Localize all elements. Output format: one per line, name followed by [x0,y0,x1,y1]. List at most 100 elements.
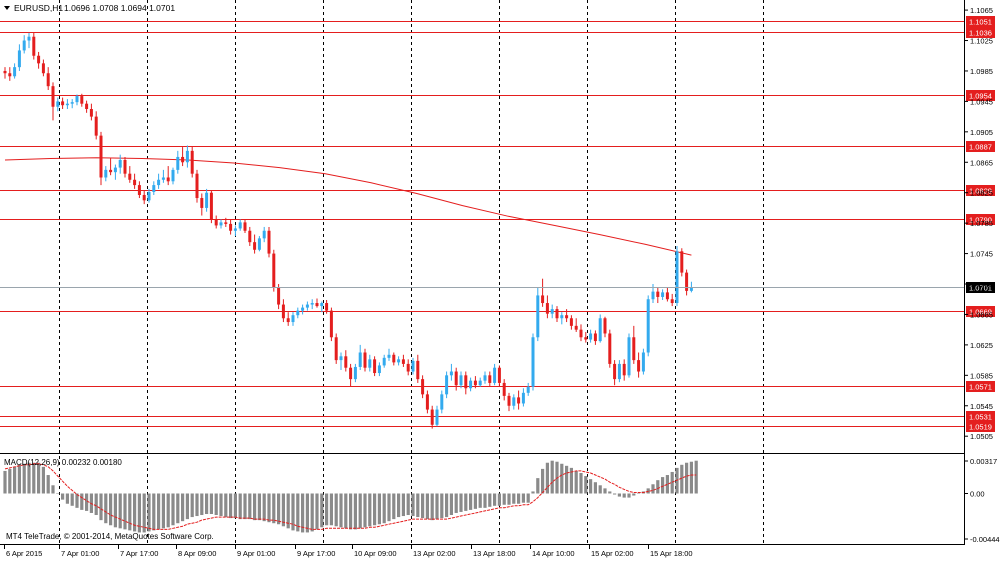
candle [517,390,521,410]
candle [229,219,233,235]
candle [325,299,329,314]
candle [421,375,425,399]
macd-bar [310,493,314,532]
candle [670,293,674,307]
macd-bar [229,493,233,519]
candle [224,217,228,227]
macd-bar [99,493,103,521]
candle [137,181,141,199]
current-price: 1.0701 [0,282,995,293]
candle [344,350,348,372]
candle [291,312,295,326]
macd-bar [464,493,468,511]
candle [3,67,7,79]
candle [613,360,617,386]
price-axis: 1.1065 1.1025 1.0985 1.0945 1.0905 1.0865 1.08… [964,6,993,441]
candle [8,67,12,81]
macd-bar [320,493,324,528]
macd-bar [608,491,612,494]
time-tick-label: 10 Apr 09:00 [354,549,397,558]
macd-bar [579,472,583,494]
level-price-label: 1.0954 [966,90,995,101]
svg-text:1.0669: 1.0669 [969,308,992,317]
macd-bar [41,466,45,494]
candle [478,377,482,387]
candle [392,352,396,366]
candle [416,354,420,383]
macd-bar [85,493,89,511]
candle [507,392,511,412]
macd-bar [459,493,463,512]
ma-line [4,157,692,256]
macd-bar [680,464,684,494]
macd-bar [430,493,434,521]
time-tick-label: 8 Apr 09:00 [178,549,216,558]
candle [493,363,497,386]
candle [190,146,194,178]
macd-bar [22,463,26,494]
horizontal-levels[interactable]: 1.1051 1.1036 1.0954 1.0887 1.0829 1.0790 1.06… [0,16,995,432]
candle [296,307,300,319]
time-tick-label: 9 Apr 01:00 [237,549,275,558]
time-axis: 6 Apr 2015 7 Apr 01:00 7 Apr 17:00 8 Apr 09… [4,545,693,558]
macd-bar [349,493,353,530]
candle [584,331,588,343]
macd-pane: 0.00317 0.00 -0.00444 [3,457,1000,544]
candle [257,236,261,252]
candle [608,329,612,368]
macd-bar [104,493,108,524]
macd-bar [521,493,525,503]
candle [531,333,535,391]
candle [281,299,285,323]
candle [152,181,156,195]
level-price-label: 1.0571 [966,381,995,392]
candle [27,32,31,49]
macd-bar [113,493,117,528]
macd-bar [51,485,55,494]
macd-bar [109,493,113,526]
macd-bar [637,493,641,494]
candle [46,67,50,90]
candle [603,316,607,338]
candle [363,348,367,372]
macd-bar [517,493,521,504]
macd-bar [531,491,535,494]
candle [22,35,26,54]
candle [17,44,21,71]
price-tick-label: 1.0905 [970,128,993,137]
symbol-label: EURUSD,H1 [14,3,63,13]
macd-bar [545,462,549,494]
macd-bar [13,466,17,494]
macd-bar [176,493,180,524]
chart-header[interactable]: EURUSD,H1 1.0696 1.0708 1.0694 1.0701 [4,3,175,13]
macd-bar [397,493,401,518]
price-tick-label: 1.0825 [970,189,993,198]
candle [526,382,530,396]
svg-text:1.0829: 1.0829 [969,187,992,196]
time-tick-label: 13 Apr 02:00 [413,549,456,558]
candle [205,188,209,212]
macd-bar [219,493,223,517]
candle [627,333,631,378]
candle [253,234,257,254]
macd-bar [329,493,333,526]
candle [373,356,377,377]
candle [425,390,429,414]
current-price-label: 1.0701 [966,282,995,293]
candle [665,287,669,302]
macd-bar [502,493,506,505]
candle [70,99,74,109]
candle [267,226,271,258]
macd-bar [27,462,31,494]
dropdown-arrow-icon[interactable] [4,6,10,10]
candle [37,51,41,69]
macd-bar [161,493,165,529]
candle [233,225,237,237]
candle [502,379,506,401]
candle [51,82,55,121]
candle [656,287,660,304]
candle [166,166,170,186]
candle [56,97,60,112]
